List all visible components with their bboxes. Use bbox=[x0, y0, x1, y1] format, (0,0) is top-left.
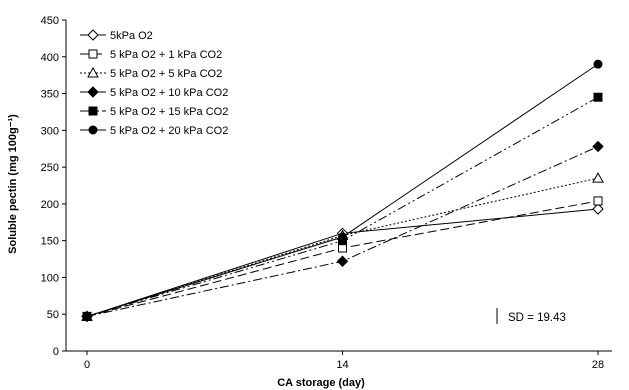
point-marker bbox=[338, 243, 347, 253]
point-marker bbox=[338, 232, 347, 242]
y-tick-label: 50 bbox=[47, 309, 59, 321]
legend-item: 5 kPa O2 + 10 kPa CO2 bbox=[80, 86, 228, 99]
legend-label: 5kPa O2 bbox=[110, 30, 153, 42]
point-marker bbox=[593, 196, 603, 206]
x-axis-title: CA storage (day) bbox=[277, 377, 365, 389]
y-axis-title: Soluble pectin (mg 100g⁻¹) bbox=[7, 114, 19, 254]
legend-label: 5 kPa O2 + 20 kPa CO2 bbox=[110, 125, 228, 137]
x-tick-label: 0 bbox=[84, 359, 90, 371]
point-marker bbox=[336, 255, 349, 267]
legend-item: 5 kPa O2 + 1 kPa CO2 bbox=[80, 49, 222, 61]
point-marker bbox=[592, 140, 604, 153]
y-tick-label: 200 bbox=[41, 199, 59, 211]
y-tick-label: 450 bbox=[41, 15, 59, 27]
legend-item: 5 kPa O2 + 20 kPa CO2 bbox=[80, 125, 228, 137]
point-marker bbox=[592, 172, 604, 183]
legend-item: 5kPa O2 bbox=[80, 29, 153, 42]
series-6 bbox=[82, 59, 603, 321]
y-tick-label: 300 bbox=[41, 125, 59, 137]
y-tick-label: 400 bbox=[41, 52, 59, 64]
y-tick-label: 250 bbox=[41, 162, 59, 174]
point-marker bbox=[87, 66, 99, 78]
y-tick-label: 150 bbox=[41, 236, 59, 248]
y-tick-label: 100 bbox=[41, 272, 59, 284]
series-line bbox=[86, 63, 599, 317]
legend-item: 5 kPa O2 + 15 kPa CO2 bbox=[80, 106, 228, 118]
legend: 5kPa O2 5 kPa O2 + 1 kPa CO2 5 kPa O2 + 5 … bbox=[80, 29, 228, 137]
point-marker bbox=[88, 106, 98, 116]
point-marker bbox=[88, 49, 98, 59]
point-marker bbox=[82, 311, 92, 321]
x-tick-label: 14 bbox=[336, 359, 348, 371]
point-marker bbox=[593, 59, 603, 69]
series-layer bbox=[81, 59, 604, 323]
point-marker bbox=[592, 203, 604, 215]
point-marker bbox=[593, 92, 603, 102]
point-marker bbox=[87, 86, 99, 98]
y-tick-label: 350 bbox=[41, 89, 59, 101]
y-tick-label: 0 bbox=[53, 346, 59, 358]
legend-label: 5 kPa O2 + 1 kPa CO2 bbox=[110, 49, 222, 61]
sd-annotation: SD = 19.43 bbox=[508, 312, 566, 324]
x-tick-label: 28 bbox=[592, 359, 604, 371]
legend-item: 5 kPa O2 + 5 kPa CO2 bbox=[80, 66, 222, 80]
legend-label: 5 kPa O2 + 10 kPa CO2 bbox=[110, 87, 228, 99]
legend-label: 5 kPa O2 + 15 kPa CO2 bbox=[110, 106, 228, 118]
legend-label: 5 kPa O2 + 5 kPa CO2 bbox=[110, 68, 222, 80]
point-marker bbox=[87, 29, 99, 41]
point-marker bbox=[88, 125, 98, 135]
axes: 0 50 100 150 200 250 300 350 400 450 0 14 28 bbox=[41, 15, 612, 371]
